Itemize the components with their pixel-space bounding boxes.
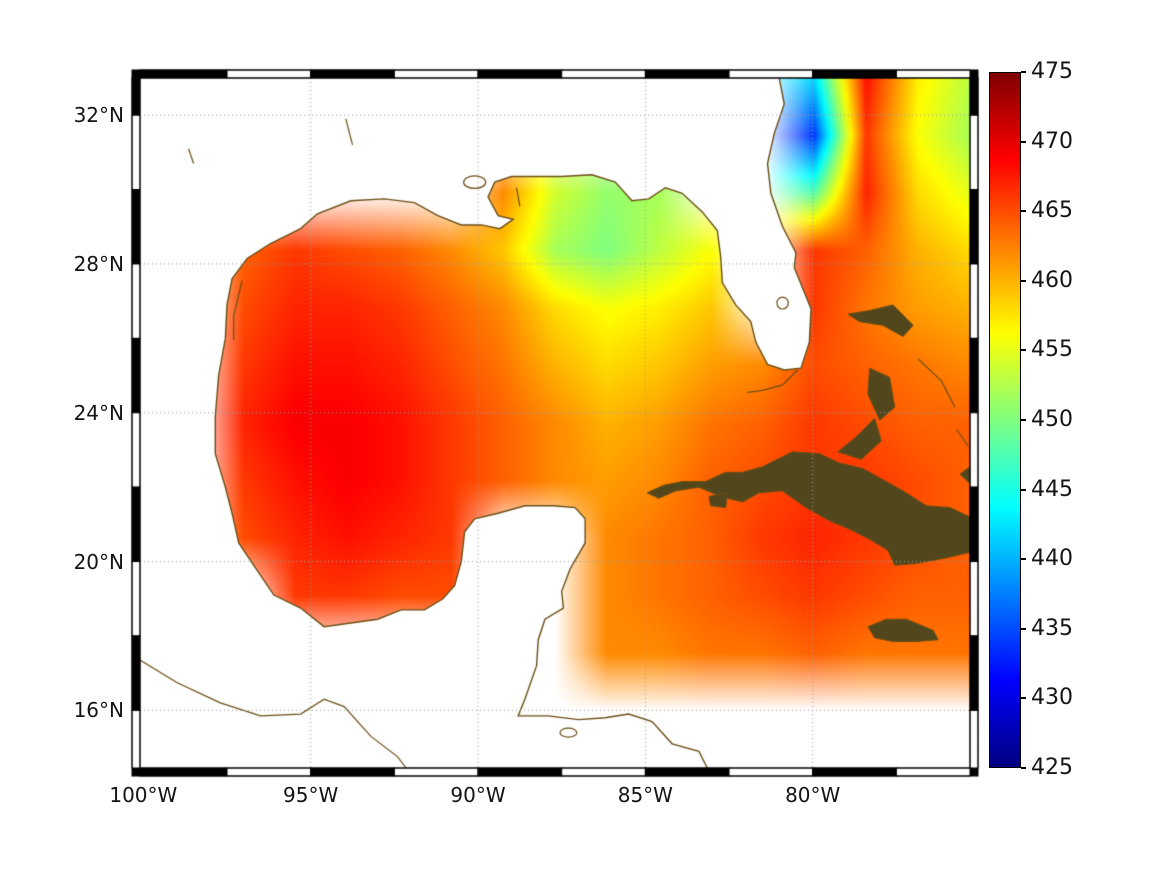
colorbar-tick-mark: [1021, 279, 1026, 282]
colorbar-tick-label: 445: [1031, 476, 1073, 502]
colorbar-tick-mark: [1021, 210, 1026, 213]
y-tick-label: 16°N: [73, 698, 124, 723]
x-tick-label: 95°W: [283, 783, 339, 807]
colorbar-tick-mark: [1021, 349, 1026, 352]
colorbar-tick-label: 425: [1031, 755, 1073, 780]
colorbar-tick-mark: [1021, 140, 1026, 143]
colorbar-tick-label: 435: [1031, 615, 1073, 641]
colorbar-tick-label: 460: [1031, 267, 1073, 293]
x-tick-label: 100°W: [109, 783, 178, 807]
colorbar-tick-mark: [1021, 767, 1026, 769]
colorbar-tick-mark: [1021, 627, 1026, 630]
colorbar-tick-mark: [1021, 419, 1026, 421]
colorbar-tick-label: 470: [1031, 128, 1073, 154]
colorbar-tick-label: 455: [1031, 337, 1073, 363]
colorbar-tick-label: 475: [1031, 59, 1073, 84]
colorbar-tick-mark: [1021, 71, 1026, 73]
colorbar-tick-label: 450: [1031, 407, 1073, 432]
colorbar-tick-mark: [1021, 697, 1026, 700]
y-tick-label: 28°N: [73, 251, 124, 276]
y-tick-label: 32°N: [73, 103, 124, 128]
colorbar-tick-mark: [1021, 558, 1026, 561]
colorbar-tick-mark: [1021, 488, 1026, 491]
colorbar-tick-label: 465: [1031, 198, 1073, 224]
x-tick-label: 90°W: [450, 783, 506, 807]
x-tick-label: 85°W: [617, 783, 673, 807]
y-tick-label: 24°N: [73, 400, 124, 425]
y-tick-label: 20°N: [73, 549, 124, 574]
colorbar-tick-label: 440: [1031, 546, 1073, 572]
colorbar: [989, 72, 1021, 768]
colorbar-tick-label: 430: [1031, 685, 1073, 711]
x-tick-label: 80°W: [785, 783, 841, 807]
